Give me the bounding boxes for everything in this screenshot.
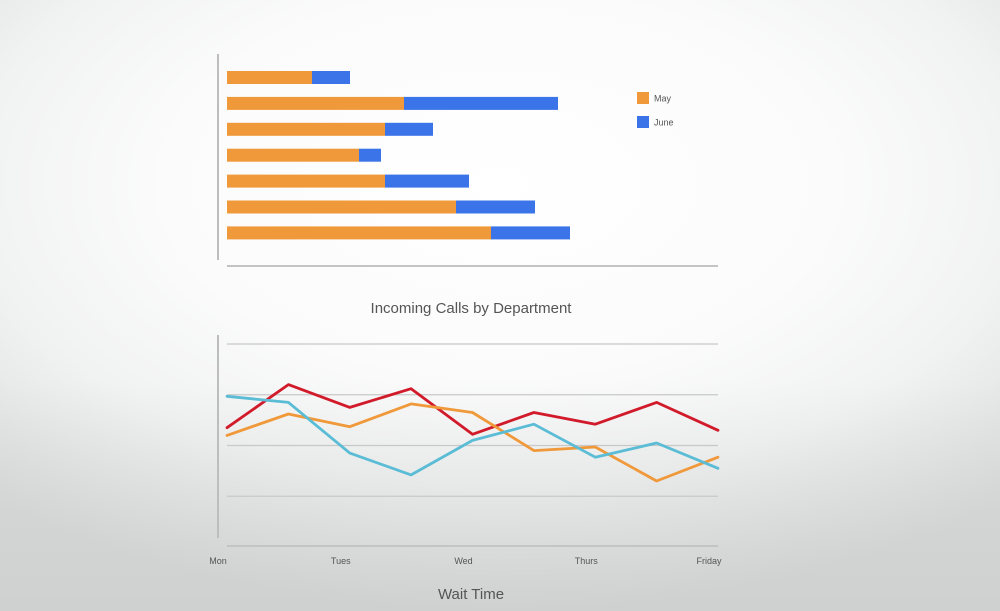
bar-may-5 (227, 174, 385, 188)
bar-june-1 (312, 71, 350, 84)
bar-june-4 (359, 148, 381, 162)
bar-may-1 (227, 71, 312, 84)
line-series-2 (225, 402, 720, 483)
line-chart-title: Wait Time (438, 586, 504, 603)
bar-june-5 (385, 174, 469, 188)
bar-june-2 (404, 96, 558, 110)
line-x-tick-labels: Mon Tues Wed Thurs Friday (209, 556, 722, 566)
bar-legend: May June (637, 92, 674, 128)
x-tick-label: Friday (696, 556, 722, 566)
line-gridlines (227, 343, 718, 497)
x-tick-label: Mon (209, 556, 227, 566)
bar-may-3 (227, 122, 385, 136)
x-tick-label: Wed (454, 556, 472, 566)
line-series-3 (225, 394, 720, 477)
x-tick-label: Thurs (575, 556, 599, 566)
line-chart: Mon Tues Wed Thurs Friday Wait Time (209, 335, 722, 603)
bar-series-group (227, 71, 570, 240)
bar-june-7 (491, 226, 570, 240)
bar-may-4 (227, 148, 359, 162)
legend-label-june: June (654, 118, 674, 128)
bar-chart-title: Incoming Calls by Department (371, 300, 573, 317)
bar-june-3 (385, 122, 433, 136)
legend-label-may: May (654, 94, 672, 104)
line-series-1 (225, 383, 720, 436)
bar-may-7 (227, 226, 491, 240)
bar-may-2 (227, 96, 404, 110)
legend-swatch-june (637, 116, 649, 128)
bar-chart: May June Incoming Calls by Department (217, 54, 718, 317)
bar-may-6 (227, 200, 456, 214)
x-tick-label: Tues (331, 556, 351, 566)
legend-swatch-may (637, 92, 649, 104)
bar-june-6 (456, 200, 535, 214)
line-series-group (225, 383, 720, 483)
